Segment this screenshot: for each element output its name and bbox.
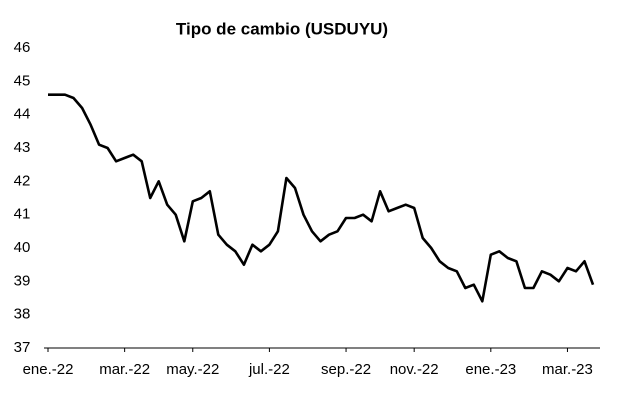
x-tick-label: sep.-22 <box>321 361 371 378</box>
y-tick-label: 44 <box>14 106 31 123</box>
y-tick-label: 40 <box>14 239 31 256</box>
y-tick-label: 43 <box>14 139 31 156</box>
y-tick-label: 37 <box>14 339 31 356</box>
x-tick-label: mar.-22 <box>99 361 150 378</box>
y-tick-label: 38 <box>14 306 31 323</box>
x-tick-label: jul.-22 <box>248 361 290 378</box>
y-tick-label: 41 <box>14 206 31 223</box>
x-tick-label: ene.-23 <box>465 361 516 378</box>
x-tick-label: mar.-23 <box>542 361 593 378</box>
y-tick-label: 39 <box>14 272 31 289</box>
line <box>48 93 595 303</box>
y-tick-label: 42 <box>14 172 31 189</box>
x-tick-label: ene.-22 <box>23 361 74 378</box>
y-tick-label: 45 <box>14 72 31 89</box>
chart-title: Tipo de cambio (USDUYU) <box>176 19 388 38</box>
x-tick-label: may.-22 <box>166 361 219 378</box>
y-tick-label: 46 <box>14 39 31 56</box>
x-tick-label: nov.-22 <box>390 361 439 378</box>
